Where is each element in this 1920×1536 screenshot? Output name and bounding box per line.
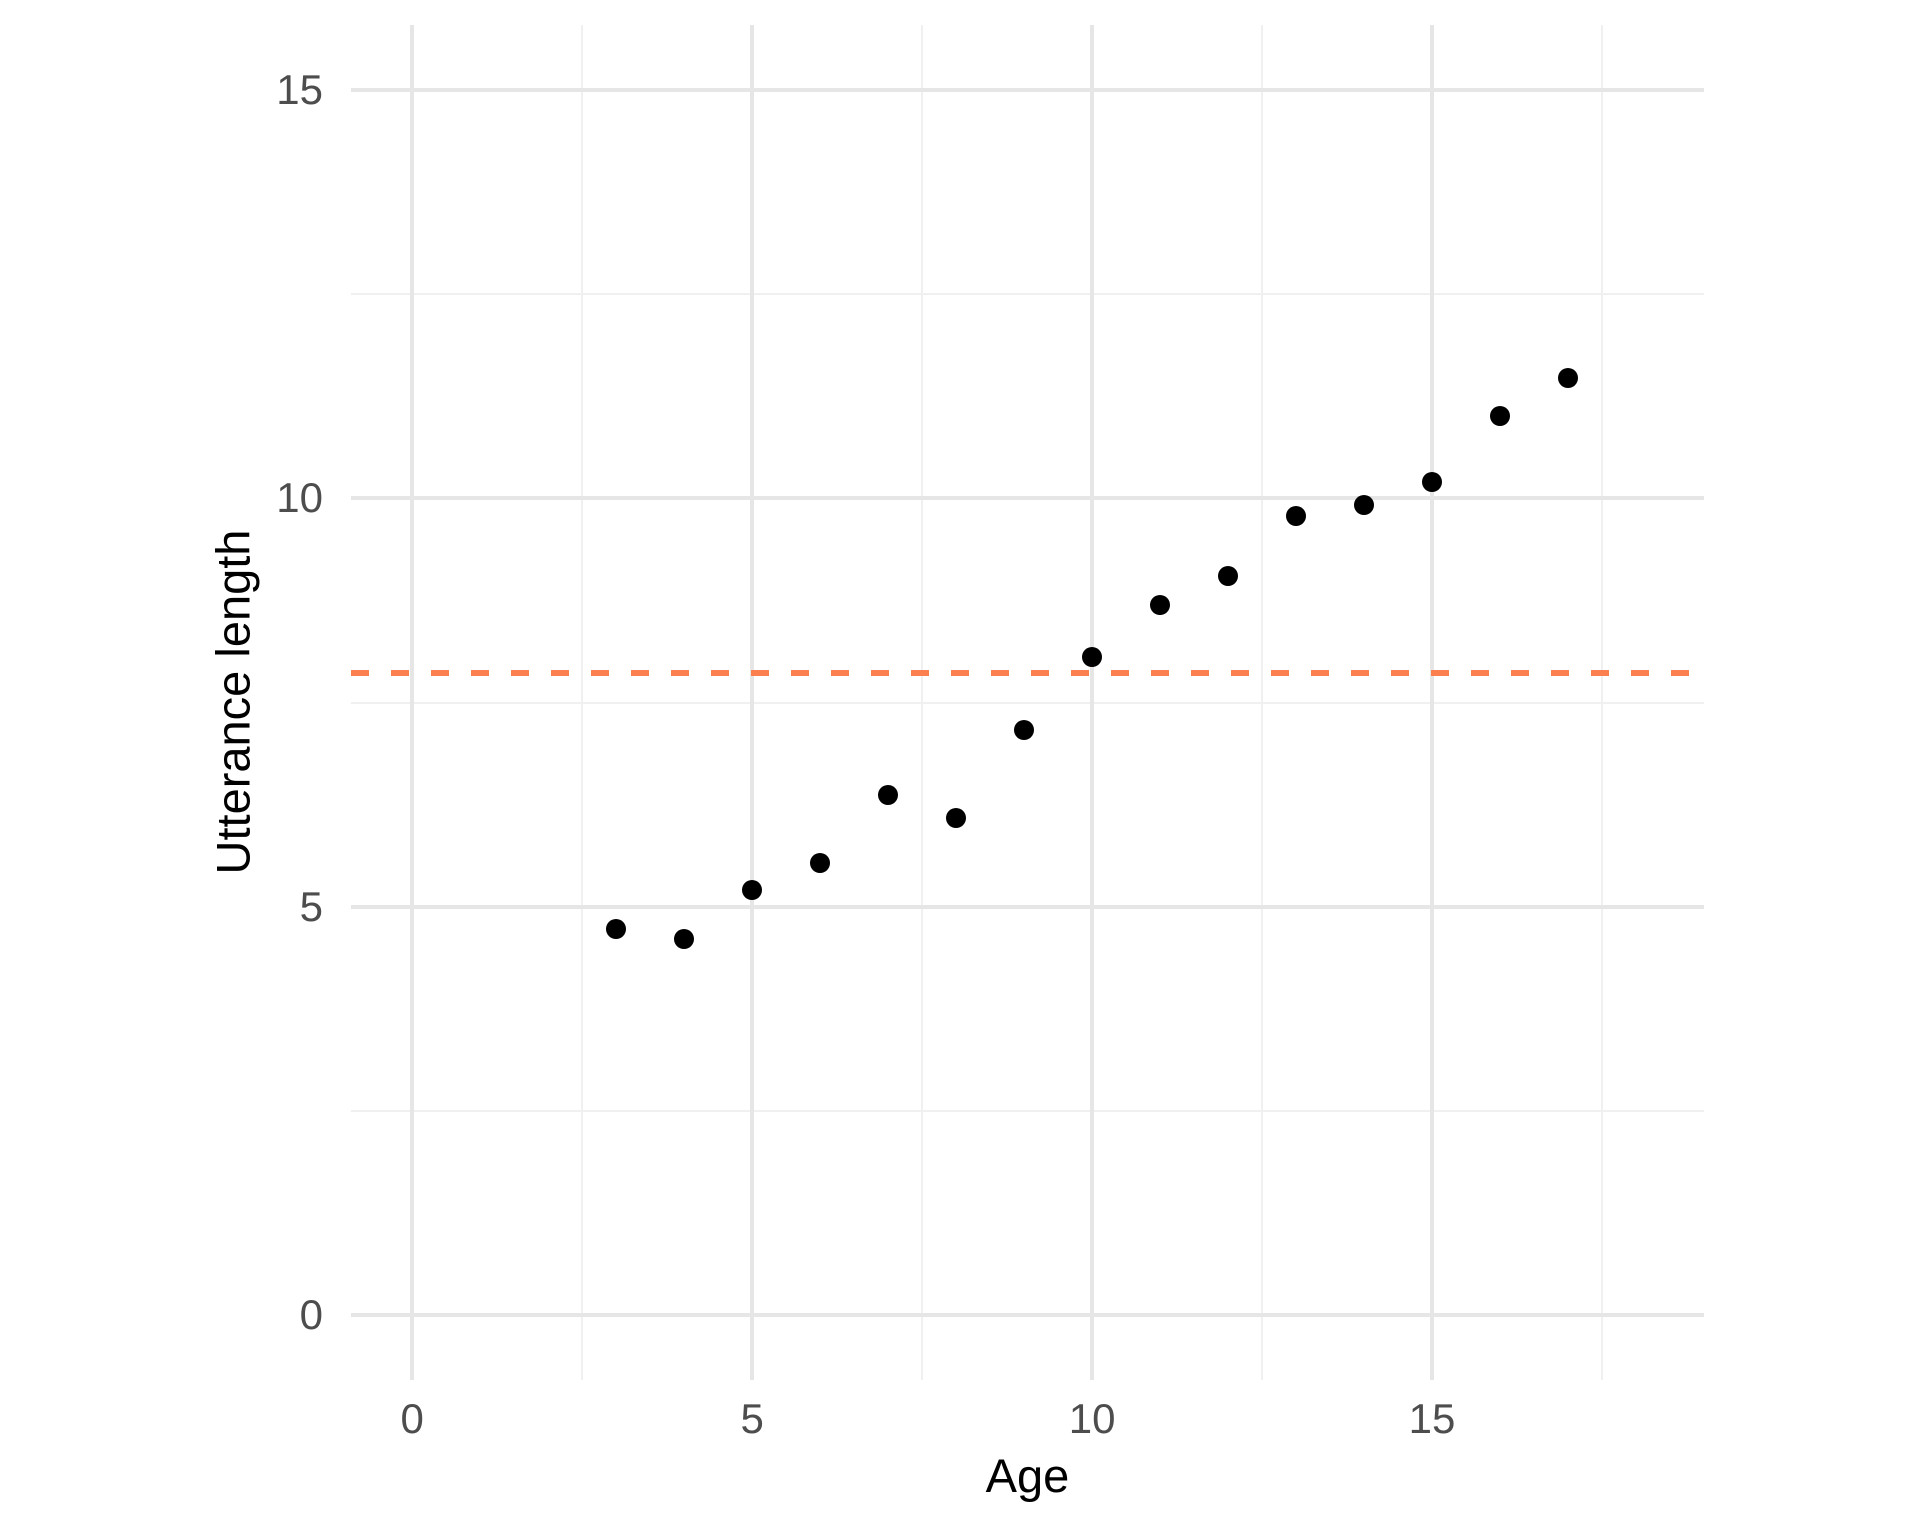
data-point [1014, 720, 1035, 741]
x-tick-label: 10 [1068, 1395, 1116, 1442]
gridline-x-major [1090, 25, 1095, 1380]
gridline-x-major [750, 25, 755, 1380]
gridline-x-major [1430, 25, 1435, 1380]
y-tick-label: 5 [299, 882, 323, 930]
gridline-y-minor [351, 1109, 1704, 1112]
data-point [1150, 594, 1171, 615]
y-tick-label: 15 [276, 66, 323, 114]
gridline-y-major [351, 88, 1704, 93]
reference-dashed-line [351, 670, 1704, 677]
x-axis-title: Age [985, 1449, 1070, 1502]
x-tick-label: 5 [740, 1395, 764, 1442]
data-point [1422, 472, 1443, 493]
data-point [946, 807, 967, 828]
gridline-y-minor [351, 293, 1704, 296]
gridline-y-minor [351, 701, 1704, 704]
data-point [1286, 505, 1307, 526]
gridline-y-major [351, 496, 1704, 501]
data-point [1218, 565, 1239, 586]
x-tick-label: 0 [400, 1395, 424, 1442]
data-point [674, 929, 695, 950]
y-tick-label: 10 [276, 474, 323, 522]
data-point [878, 784, 899, 805]
gridline-x-major [410, 25, 415, 1380]
data-point [1354, 494, 1375, 515]
x-tick-label: 15 [1408, 1395, 1456, 1442]
data-point [606, 918, 627, 939]
data-point [810, 853, 831, 874]
data-point [1082, 646, 1103, 667]
gridline-y-major [351, 904, 1704, 909]
data-point [1558, 368, 1579, 389]
data-point [742, 880, 763, 901]
y-tick-label: 0 [299, 1290, 323, 1338]
gridline-y-major [351, 1312, 1704, 1317]
data-point [1490, 405, 1511, 426]
plot-panel [351, 25, 1704, 1380]
y-axis-title: Utterance length [206, 529, 260, 875]
